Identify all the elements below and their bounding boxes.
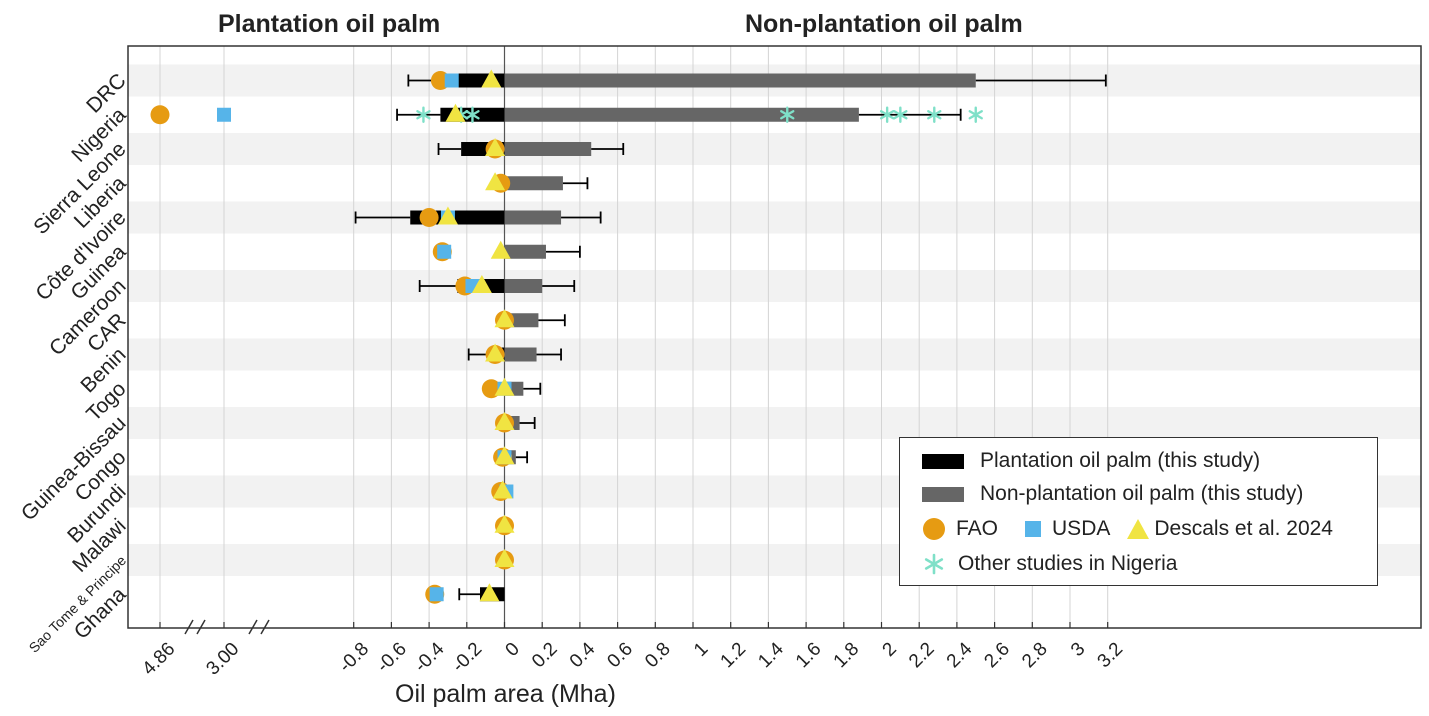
other-study-marker (927, 106, 942, 123)
nonplantation-bar (504, 244, 546, 259)
usda-marker (437, 244, 452, 259)
legend-swatch-nonplantation (922, 486, 964, 502)
legend: Plantation oil palm (this study) Non-pla… (899, 437, 1378, 586)
plot-frame (127, 45, 1422, 629)
legend-label-fao: FAO (956, 517, 999, 540)
legend-label-nonplantation: Non-plantation oil palm (this study) (980, 482, 1304, 505)
descals-marker (485, 138, 506, 156)
nonplantation-bar (504, 107, 859, 122)
x-tick-label: 4.86 (138, 639, 179, 680)
nonplantation-bar (504, 142, 592, 156)
x-axis-label: Oil palm area (Mha) (395, 680, 616, 708)
x-tick-label: 0.4 (566, 638, 600, 672)
descals-marker (445, 103, 466, 122)
x-tick-label: 1 (690, 639, 712, 661)
descals-marker (485, 172, 506, 191)
descals-marker (494, 412, 515, 430)
x-tick-label: 2.8 (1018, 639, 1052, 673)
nonplantation-bar (504, 347, 537, 362)
legend-label-plantation: Plantation oil palm (this study) (980, 449, 1261, 472)
legend-item-other: Other studies in Nigeria (922, 550, 1177, 578)
descals-marker (490, 240, 511, 259)
nonplantation-bar (504, 279, 543, 293)
descals-marker (494, 446, 515, 465)
descals-marker (494, 514, 515, 533)
legend-circle-icon (923, 518, 945, 540)
x-tick-label: -0.8 (335, 639, 373, 677)
nonplantation-bar (504, 210, 562, 225)
legend-triangle-icon (1127, 519, 1150, 539)
descals-marker (492, 480, 513, 499)
row-stripe (128, 201, 1421, 234)
row-stripe (128, 133, 1421, 165)
descals-marker (485, 343, 506, 362)
x-tick-label: 1.2 (717, 639, 751, 673)
usda-marker (217, 107, 231, 122)
x-tick-label: 2 (879, 639, 901, 661)
descals-marker (494, 377, 515, 396)
legend-item-nonplantation: Non-plantation oil palm (this study) (922, 480, 1303, 508)
usda-marker (429, 587, 444, 602)
legend-item-sources: FAO USDA Descals et al. 2024 (922, 515, 1333, 543)
x-tick-label: 3.00 (202, 639, 243, 680)
other-study-marker (879, 106, 895, 123)
x-tick-label: 0 (502, 639, 524, 661)
legend-square-icon (1025, 521, 1042, 537)
fao-marker (419, 208, 439, 227)
x-tick-label: 2.6 (981, 639, 1015, 673)
legend-label-usda: USDA (1052, 517, 1111, 540)
x-tick-label: 1.8 (830, 639, 864, 673)
axis-break-mark (260, 619, 270, 635)
x-tick-label: -0.2 (448, 639, 486, 677)
x-tick-label: -0.6 (373, 639, 411, 677)
x-tick-label: -0.4 (411, 638, 449, 676)
axis-break-mark (248, 619, 258, 635)
nonplantation-title: Non-plantation oil palm (745, 10, 1023, 38)
x-tick-label: 2.2 (905, 639, 939, 673)
descals-marker (437, 206, 458, 225)
legend-item-plantation: Plantation oil palm (this study) (922, 447, 1260, 475)
legend-asterisk-icon (924, 553, 944, 575)
plantation-title: Plantation oil palm (218, 10, 441, 38)
x-tick-label: 0.8 (641, 639, 675, 673)
axis-break-mark (184, 619, 194, 635)
other-study-marker (968, 106, 983, 123)
descals-marker (494, 309, 515, 328)
legend-label-descals: Descals et al. 2024 (1154, 517, 1333, 540)
fao-marker (150, 105, 170, 125)
x-tick-label: 3 (1067, 639, 1089, 661)
descals-marker (479, 583, 500, 602)
other-study-marker (893, 106, 908, 123)
legend-label-other: Other studies in Nigeria (958, 552, 1178, 575)
axis-break-mark (196, 619, 206, 635)
legend-swatch-plantation (922, 453, 964, 469)
row-stripe (128, 407, 1421, 439)
descals-marker (481, 69, 502, 88)
other-study-marker (465, 106, 480, 123)
nonplantation-bar (504, 176, 563, 191)
usda-marker (444, 73, 459, 88)
descals-marker (494, 549, 515, 567)
x-tick-label: 0.2 (528, 639, 562, 673)
x-tick-label: 3.2 (1094, 639, 1128, 673)
row-stripe (128, 338, 1421, 371)
x-tick-label: 1.4 (754, 638, 788, 672)
x-tick-label: 0.6 (604, 639, 638, 673)
other-study-marker (780, 106, 795, 123)
nonplantation-bar (504, 73, 976, 88)
descals-marker (471, 275, 492, 293)
row-stripe (128, 270, 1421, 302)
x-tick-label: 1.6 (792, 639, 826, 673)
other-study-marker (416, 106, 431, 123)
x-tick-label: 2.4 (943, 638, 977, 672)
